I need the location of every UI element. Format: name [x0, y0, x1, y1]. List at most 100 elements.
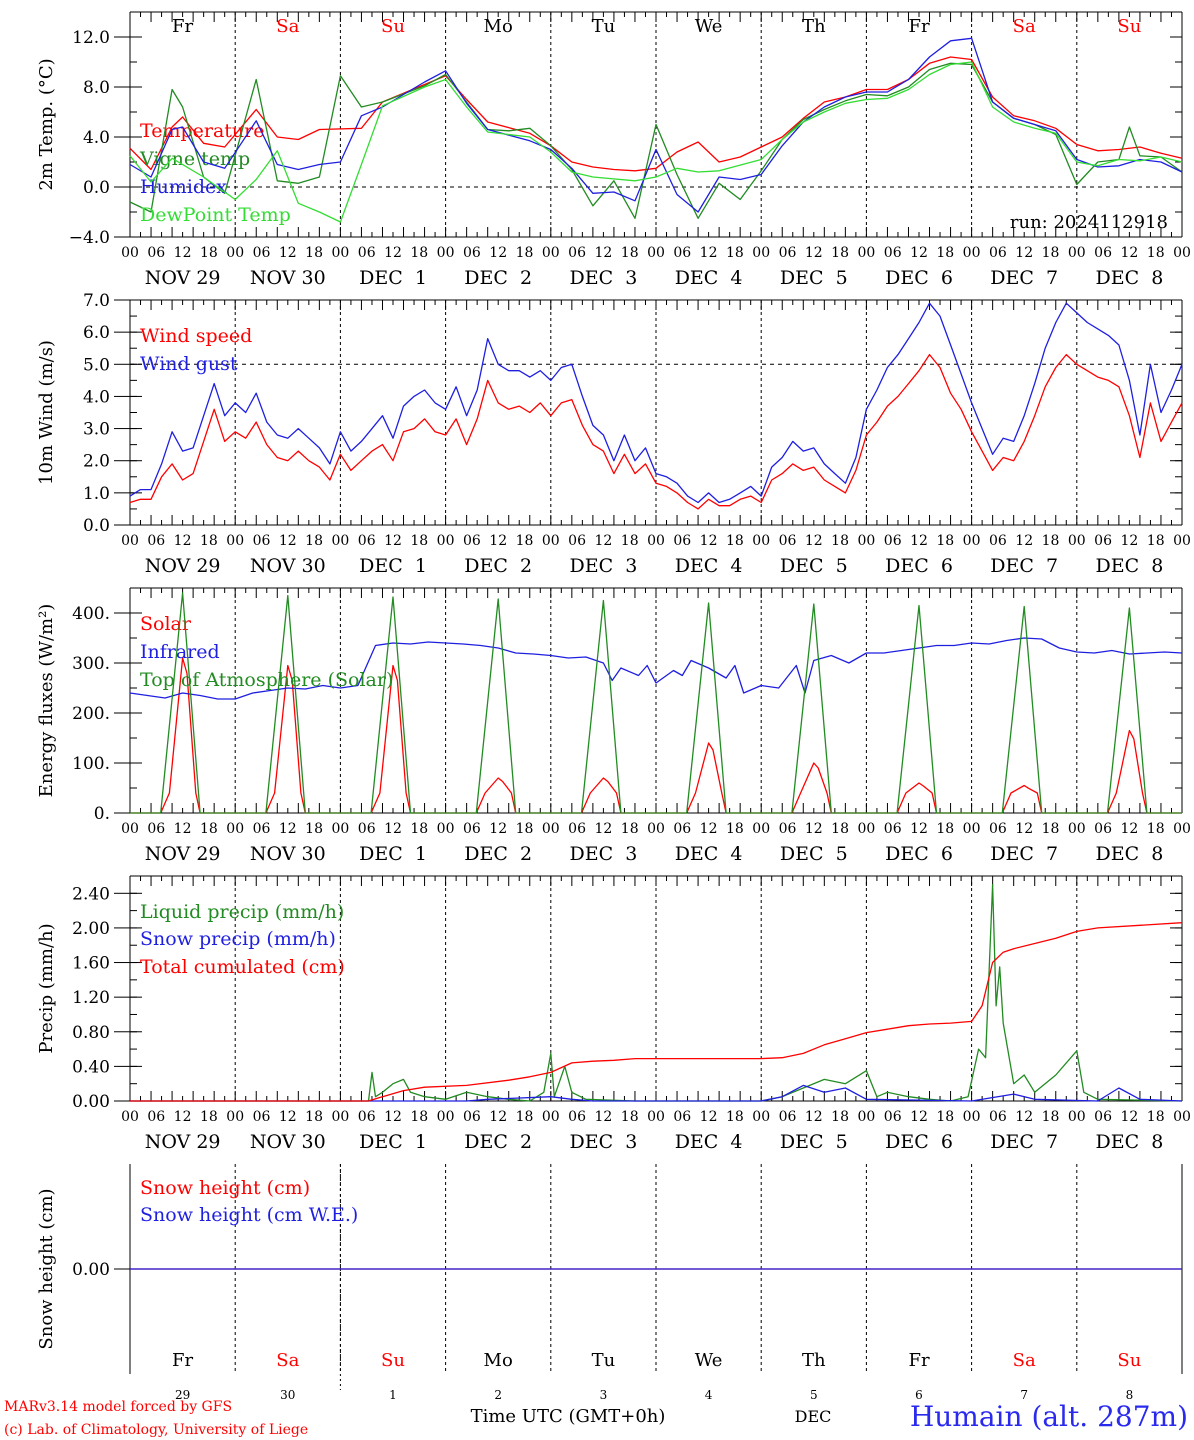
hour-label: 00	[1173, 245, 1191, 261]
date-label: DEC 5	[780, 555, 848, 577]
y-tick-label: 12.0	[72, 28, 110, 48]
y-tick-label: 0.0	[83, 516, 110, 536]
weekday-label: Sa	[1013, 1350, 1036, 1371]
hour-label: 00	[647, 533, 665, 549]
hour-label: 12	[805, 533, 823, 549]
hour-label: 06	[1094, 1109, 1112, 1125]
weekday-label: Fr	[172, 16, 193, 37]
hour-label: 12	[1015, 245, 1033, 261]
day-number: 1	[389, 1388, 397, 1402]
hour-label: 12	[489, 245, 507, 261]
credit-line-2: (c) Lab. of Climatology, University of L…	[4, 1422, 308, 1438]
hour-label: 12	[174, 821, 192, 837]
hour-label: 06	[989, 533, 1007, 549]
date-label: DEC 6	[885, 1131, 953, 1153]
date-label: DEC 2	[464, 1131, 532, 1153]
hour-label: 12	[594, 245, 612, 261]
run-label: run: 2024112918	[1010, 212, 1168, 233]
y-tick-label: 100.	[72, 754, 110, 774]
hour-label: 06	[673, 821, 691, 837]
date-label: NOV 30	[250, 1131, 326, 1153]
hour-label: 12	[279, 821, 297, 837]
panel-4: 0.00 0.40 0.80 1.20 1.60 2.00 2.40 Precip (mm/h…	[36, 875, 1191, 1153]
hour-label: 06	[463, 1109, 481, 1125]
hour-label: 06	[463, 533, 481, 549]
date-label: DEC 5	[780, 1131, 848, 1153]
hour-label: 00	[1173, 821, 1191, 837]
y-tick-label: 1.60	[72, 954, 110, 974]
hour-label: 00	[1173, 533, 1191, 549]
hour-label: 06	[463, 245, 481, 261]
hour-label: 12	[1120, 533, 1138, 549]
date-label: DEC 4	[675, 843, 743, 865]
weekday-label: Su	[381, 1350, 405, 1371]
hour-label: 12	[805, 821, 823, 837]
date-label: DEC 2	[464, 267, 532, 289]
hour-label: 06	[1094, 533, 1112, 549]
hour-label: 12	[384, 1109, 402, 1125]
hour-label: 18	[1147, 821, 1165, 837]
hour-label: 12	[594, 821, 612, 837]
weekday-label: Sa	[1013, 16, 1036, 37]
date-label: NOV 29	[145, 1131, 221, 1153]
date-label: DEC 3	[569, 555, 637, 577]
series-line-wind-gust	[129, 302, 1183, 504]
date-label: DEC 8	[1095, 1131, 1163, 1153]
date-label: DEC 1	[359, 843, 427, 865]
date-label: DEC 7	[990, 555, 1058, 577]
hour-label: 06	[884, 245, 902, 261]
hour-label: 06	[358, 1109, 376, 1125]
hour-label: 00	[121, 1109, 139, 1125]
hour-label: 06	[673, 1109, 691, 1125]
day-number: 5	[810, 1388, 818, 1402]
hour-label: 12	[910, 821, 928, 837]
weekday-label: Sa	[276, 1350, 299, 1371]
hour-label: 06	[1094, 245, 1112, 261]
hour-label: 06	[568, 821, 586, 837]
hour-label: 00	[437, 821, 455, 837]
weekday-label: We	[695, 1350, 723, 1371]
hour-label: 00	[963, 245, 981, 261]
hour-label: 06	[147, 533, 165, 549]
y-tick-label: 3.0	[83, 420, 110, 440]
hour-label: 18	[621, 245, 639, 261]
hour-label: 12	[279, 533, 297, 549]
hour-label: 18	[1042, 533, 1060, 549]
panel-1: −4.0 0.0 4.0 8.0 12.0 2m Temp. (°C) 00 06 12 18 00…	[36, 11, 1191, 289]
hour-label: 06	[884, 1109, 902, 1125]
date-label: DEC 1	[359, 267, 427, 289]
hour-label: 18	[1147, 533, 1165, 549]
hour-label: 00	[857, 533, 875, 549]
weekday-label: Su	[1117, 16, 1141, 37]
hour-label: 12	[384, 533, 402, 549]
hour-label: 18	[410, 245, 428, 261]
hour-label: 12	[700, 821, 718, 837]
hour-label: 00	[542, 245, 560, 261]
hour-label: 18	[410, 821, 428, 837]
y-tick-label: −4.0	[69, 228, 110, 248]
panel-3: 0. 100. 200. 300. 400. Energy fluxes (W/m²) 00…	[36, 587, 1191, 865]
hour-label: 06	[779, 1109, 797, 1125]
weekday-label: Tu	[592, 1350, 616, 1371]
weekday-label: Th	[802, 1350, 826, 1371]
date-label: DEC 8	[1095, 267, 1163, 289]
hour-label: 18	[831, 821, 849, 837]
hour-label: 00	[647, 245, 665, 261]
hour-label: 06	[463, 821, 481, 837]
weekday-label: Fr	[908, 1350, 929, 1371]
hour-label: 12	[594, 533, 612, 549]
day-number: 2	[494, 1388, 502, 1402]
panel-2: 0.0 1.0 2.0 3.0 4.0 5.0 6.0 7.0 10m Wind (m/s) 00…	[36, 291, 1191, 577]
hour-label: 18	[200, 821, 218, 837]
hour-label: 06	[989, 821, 1007, 837]
series-line-total-cumulated-cm-	[130, 922, 1183, 1102]
hour-label: 18	[1042, 245, 1060, 261]
legend-entry: Snow height (cm)	[140, 1177, 310, 1199]
hour-label: 00	[857, 821, 875, 837]
date-label: DEC 2	[464, 843, 532, 865]
y-tick-label: 400.	[72, 604, 110, 624]
hour-label: 12	[1120, 245, 1138, 261]
credit-line-1: MARv3.14 model forced by GFS	[4, 1399, 232, 1415]
hour-label: 00	[542, 821, 560, 837]
